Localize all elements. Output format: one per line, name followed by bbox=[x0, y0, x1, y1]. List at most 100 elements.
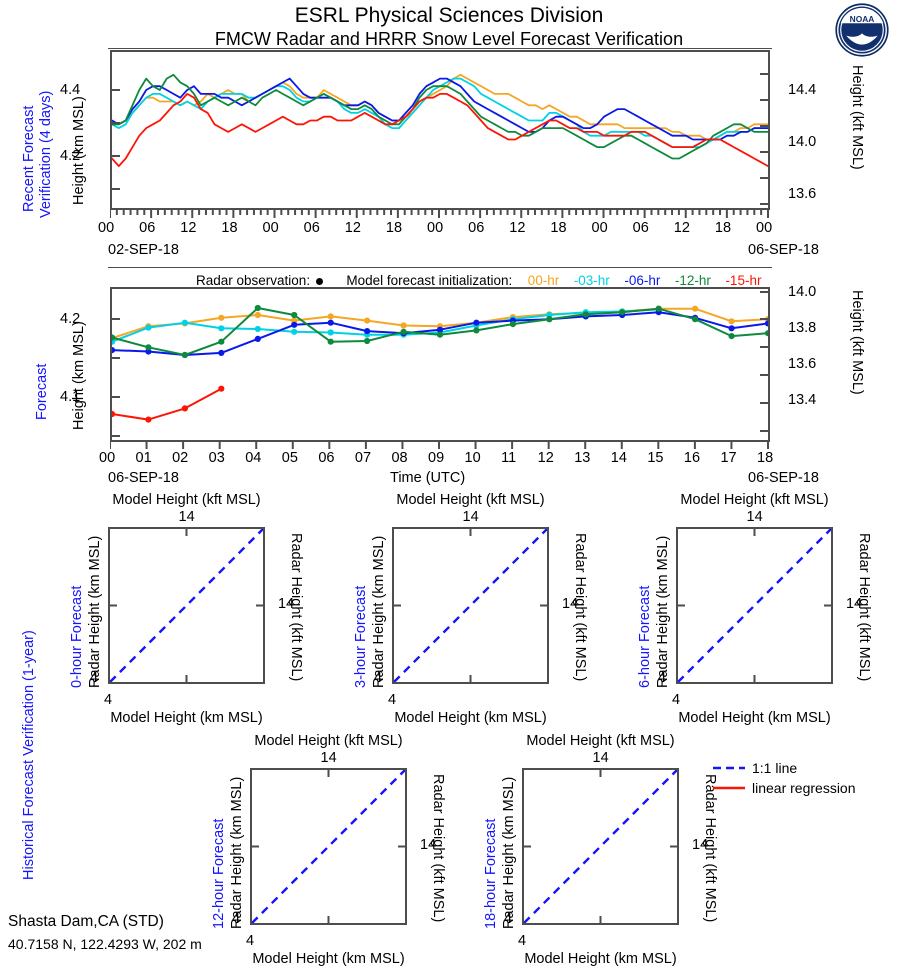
panel1-xtick-9: 06 bbox=[468, 220, 485, 236]
panel2-legend-m12hr: -12-hr bbox=[674, 273, 711, 288]
panel2-legend-m06hr: -06-hr bbox=[624, 273, 661, 288]
scatter-2-top-tick: 14 bbox=[746, 509, 763, 525]
panel2-xtick-4: 04 bbox=[245, 450, 262, 466]
panel1-xtick-6: 12 bbox=[344, 220, 361, 236]
scatter-4-right-tick: 14 bbox=[692, 836, 709, 853]
scatter-0-bottom-axis-label: Model Height (km MSL) bbox=[110, 710, 263, 726]
scatter-2-top-axis-label: Model Height (kft MSL) bbox=[680, 492, 829, 508]
station-name: Shasta Dam,CA (STD) bbox=[8, 913, 164, 930]
panel1-xtick-labels: 00 06 12 18 00 06 12 18 00 06 12 18 00 06 12 18 00 bbox=[98, 220, 773, 240]
panel2-axis-ticks bbox=[110, 291, 770, 437]
scatter-3-top-tick: 14 bbox=[320, 750, 337, 766]
panel2-xlabel: Time (UTC) bbox=[390, 470, 466, 486]
page-title: ESRL Physical Sciences Division bbox=[294, 4, 604, 27]
panel1-xtick-4: 00 bbox=[262, 220, 279, 236]
scatter-1-bottom-axis-label: Model Height (km MSL) bbox=[394, 710, 547, 726]
panel2-xtick-18: 18 bbox=[757, 450, 774, 466]
scatter-3-right-tick: 14 bbox=[420, 836, 437, 853]
scatter-3-bottom-tick: 4 bbox=[246, 933, 255, 949]
panel1-ytick-left-1: 4.2 bbox=[60, 148, 81, 164]
panel2-xtick-8: 08 bbox=[391, 450, 408, 466]
panel1-top-rule bbox=[108, 48, 772, 49]
panel2-xtick-12: 12 bbox=[537, 450, 554, 466]
svg-text:NOAA: NOAA bbox=[850, 14, 875, 24]
scatter-2-ticks bbox=[676, 527, 833, 684]
panel1-side-label-line2: Verification (4 days) bbox=[38, 90, 54, 218]
scatter-2-bottom-axis-label: Model Height (km MSL) bbox=[678, 710, 831, 726]
panel2-xaxis-ticks bbox=[110, 442, 769, 449]
panel2-legend: Radar observation: Model forecast initia… bbox=[196, 273, 761, 288]
panel1-xtick-2: 12 bbox=[180, 220, 197, 236]
scatter-1-top-tick: 14 bbox=[462, 509, 479, 525]
panel2-legend-m03hr: -03-hr bbox=[573, 273, 610, 288]
panel1-xtick-14: 12 bbox=[673, 220, 690, 236]
panel2-ytick-right-2: 13.6 bbox=[788, 356, 817, 372]
panel2-xtick-10: 10 bbox=[464, 450, 481, 466]
panel2-date-end: 06-SEP-18 bbox=[748, 470, 819, 486]
panel1-ytick-right-0: 14.4 bbox=[788, 82, 817, 98]
scatter-4-bottom-tick: 4 bbox=[518, 933, 527, 949]
panel1-xaxis-ticks bbox=[110, 210, 769, 218]
panel2-xtick-14: 14 bbox=[610, 450, 627, 466]
scatter-0-bottom-tick: 4 bbox=[104, 692, 113, 708]
dashed-line-icon bbox=[713, 766, 745, 770]
scatter-4-ticks bbox=[522, 768, 679, 925]
scatter-4-bottom-axis-label: Model Height (km MSL) bbox=[524, 951, 677, 967]
panel1-date-start: 02-SEP-18 bbox=[108, 242, 179, 258]
scatter-2-right-tick: 14 bbox=[846, 595, 863, 612]
panel1-ytick-right-2: 13.6 bbox=[788, 186, 817, 202]
panel1-ytick-left-0: 4.4 bbox=[60, 82, 81, 98]
panel1-series-svg bbox=[112, 73, 768, 167]
panel2-xtick-13: 13 bbox=[574, 450, 591, 466]
panel1-xtick-3: 18 bbox=[221, 220, 238, 236]
panel2-xtick-2: 02 bbox=[172, 450, 189, 466]
radar-observation-dot-icon bbox=[315, 277, 323, 285]
panel1-axis-ticks bbox=[110, 73, 770, 205]
panel2-legend-m15hr: -15-hr bbox=[725, 273, 762, 288]
panel2-xtick-5: 05 bbox=[281, 450, 298, 466]
scatter-1-bottom-tick: 4 bbox=[388, 692, 397, 708]
panel1-xtick-0: 00 bbox=[98, 220, 115, 236]
panel2-xtick-9: 09 bbox=[428, 450, 445, 466]
panel2-ytick-left-1: 4.1 bbox=[60, 389, 81, 405]
panel1-xtick-13: 06 bbox=[632, 220, 649, 236]
scatter-4-top-axis-label: Model Height (kft MSL) bbox=[526, 733, 675, 749]
panel2-xtick-15: 15 bbox=[647, 450, 664, 466]
panel2-top-rule bbox=[108, 267, 772, 268]
scatter-0-top-tick: 14 bbox=[178, 509, 195, 525]
panel2-ytick-right-1: 13.8 bbox=[788, 320, 817, 336]
panel2-xtick-1: 01 bbox=[135, 450, 152, 466]
panel1-ytick-right-1: 14.0 bbox=[788, 134, 817, 150]
panel2-ytick-right-3: 13.4 bbox=[788, 392, 817, 408]
panel2-xtick-16: 16 bbox=[683, 450, 701, 466]
panel1-xtick-15: 18 bbox=[714, 220, 732, 236]
panel2-xtick-11: 11 bbox=[501, 450, 517, 466]
panel1-xtick-16: 00 bbox=[756, 220, 773, 236]
noaa-logo-icon: NOAA bbox=[834, 2, 890, 58]
panel1-plot-area bbox=[110, 50, 770, 210]
panel1-xtick-1: 06 bbox=[139, 220, 156, 236]
scatter-3-top-axis-label: Model Height (kft MSL) bbox=[254, 733, 403, 749]
panel1-xtick-7: 18 bbox=[385, 220, 403, 236]
scatter-2-bottom-tick: 4 bbox=[672, 692, 681, 708]
legend-entry-1to1: 1:1 line bbox=[712, 760, 856, 776]
panel2-plot-area bbox=[110, 287, 770, 442]
scatter-1-right-tick: 14 bbox=[562, 595, 579, 612]
panel1-side-label-line1: Recent Forecast bbox=[21, 105, 37, 212]
legend-entry-regression: linear regression bbox=[712, 780, 856, 796]
panel1-date-end: 06-SEP-18 bbox=[748, 242, 819, 258]
scatter-0-left-tick: 4 bbox=[90, 670, 99, 686]
panel2-xtick-0: 00 bbox=[99, 450, 116, 466]
panel1-xtick-10: 12 bbox=[509, 220, 526, 236]
legend-label-regression: linear regression bbox=[752, 780, 856, 796]
panel2-xtick-3: 03 bbox=[208, 450, 225, 466]
station-coords: 40.7158 N, 122.4293 W, 202 m bbox=[8, 936, 202, 952]
page-subtitle: FMCW Radar and HRRR Snow Level Forecast … bbox=[214, 29, 684, 49]
scatter-3-left-tick: 4 bbox=[232, 911, 241, 927]
panel2-legend-00hr: 00-hr bbox=[527, 273, 560, 288]
scatter-1-ticks bbox=[392, 527, 549, 684]
scatter-4-top-tick: 14 bbox=[592, 750, 609, 766]
scatter-legend: 1:1 line linear regression bbox=[712, 760, 856, 796]
panel2-xtick-7: 07 bbox=[354, 450, 372, 466]
panel2-legend-model-label: Model forecast initialization: bbox=[346, 273, 513, 288]
